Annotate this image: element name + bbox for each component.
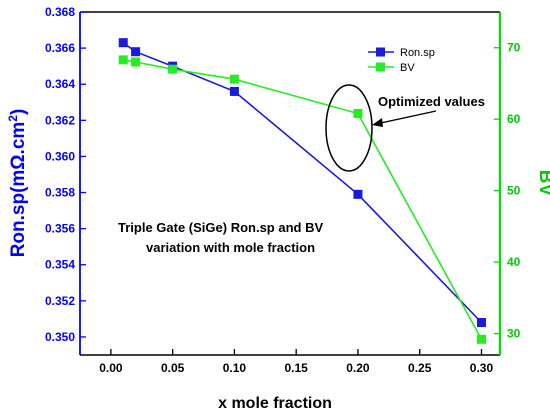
x-tick-label: 0.00 [99,361,123,375]
data-point-bv [168,64,178,74]
annotations: Triple Gate (SiGe) Ron.sp and BV variati… [118,84,485,255]
legend-bv-marker [376,62,385,72]
y-left-axis-label: Ron.sp(mΩ.cm2) [6,109,29,258]
legend: Ron.sp BV [364,42,444,74]
optimized-arrow-line [375,110,437,125]
y-left-tick-label: 0.352 [45,294,75,308]
y-right-axis-label: BV [535,170,550,197]
y-left-tick-label: 0.364 [45,77,75,91]
y-left-tick-label: 0.354 [45,258,75,272]
legend-bv-label: BV [400,62,415,74]
optimized-highlight-ellipse [325,84,373,172]
x-tick-label: 0.15 [284,361,308,375]
data-point-bv [118,55,128,65]
chart-annotation-line-1: Triple Gate (SiGe) Ron.sp and BV [118,220,323,235]
y-left-tick-label: 0.366 [45,41,75,55]
data-point-ron-sp [353,189,363,199]
axes: 0.00 0.05 0.10 0.15 0.20 0.25 0.30 0.350 0.352 0.… [6,5,550,412]
y-right-tick-label: 50 [507,184,521,198]
series-layer [118,38,486,344]
y-right-tick-label: 60 [507,112,521,126]
data-point-bv [229,74,239,84]
data-point-bv [353,108,363,118]
data-point-bv [476,334,486,344]
x-tick-label: 0.30 [470,361,494,375]
y-left-tick-label: 0.350 [45,330,75,344]
data-point-ron-sp [131,47,141,57]
legend-ronsp-marker [376,47,385,57]
y-right-tick-label: 40 [507,255,521,269]
data-point-ron-sp [229,86,239,96]
y-left-tick-label: 0.358 [45,186,75,200]
y-left-tick-label: 0.368 [45,5,75,19]
chart-annotation-line-2: variation with mole fraction [146,240,315,255]
x-tick-label: 0.05 [161,361,185,375]
data-point-bv [131,57,141,67]
y-left-tick-label: 0.360 [45,149,75,163]
y-right-tick-label: 70 [507,41,521,55]
x-tick-label: 0.20 [346,361,370,375]
optimized-values-label: Optimized values [378,94,485,109]
y-left-tick-label: 0.362 [45,113,75,127]
series-line-ron-sp [122,42,483,324]
data-point-ron-sp [118,38,128,48]
legend-ronsp-label: Ron.sp [400,47,435,59]
y-left-tick-label: 0.356 [45,222,75,236]
data-point-ron-sp [476,318,486,328]
x-tick-label: 0.10 [223,361,247,375]
x-axis-label: x mole fraction [218,395,332,412]
x-tick-label: 0.25 [408,361,432,375]
optimized-arrow-head [372,118,383,127]
y-right-tick-label: 30 [507,327,521,341]
